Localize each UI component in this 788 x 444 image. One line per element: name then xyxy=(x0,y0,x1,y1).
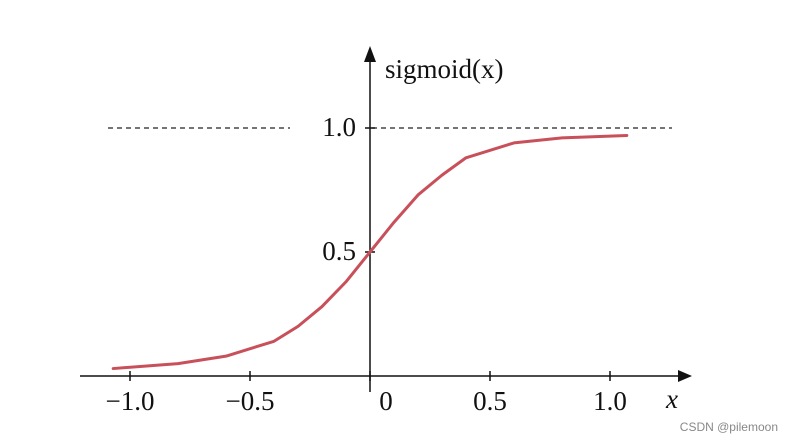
x-tick-label: 0 xyxy=(379,386,393,416)
x-tick-label: −0.5 xyxy=(226,386,275,416)
sigmoid-curve xyxy=(111,133,629,371)
y-axis-arrow xyxy=(364,46,376,62)
watermark: CSDN @pilemoon xyxy=(680,420,778,434)
y-tick-label: 1.0 xyxy=(322,112,356,142)
y-tick-label: 0.5 xyxy=(322,236,356,266)
x-axis-arrow xyxy=(678,370,692,382)
y-axis-label: sigmoid(x) xyxy=(385,54,504,84)
x-tick-label: 1.0 xyxy=(593,386,627,416)
x-tick-label: 0.5 xyxy=(473,386,507,416)
x-tick-label: −1.0 xyxy=(106,386,155,416)
x-axis-label: x xyxy=(665,384,678,414)
